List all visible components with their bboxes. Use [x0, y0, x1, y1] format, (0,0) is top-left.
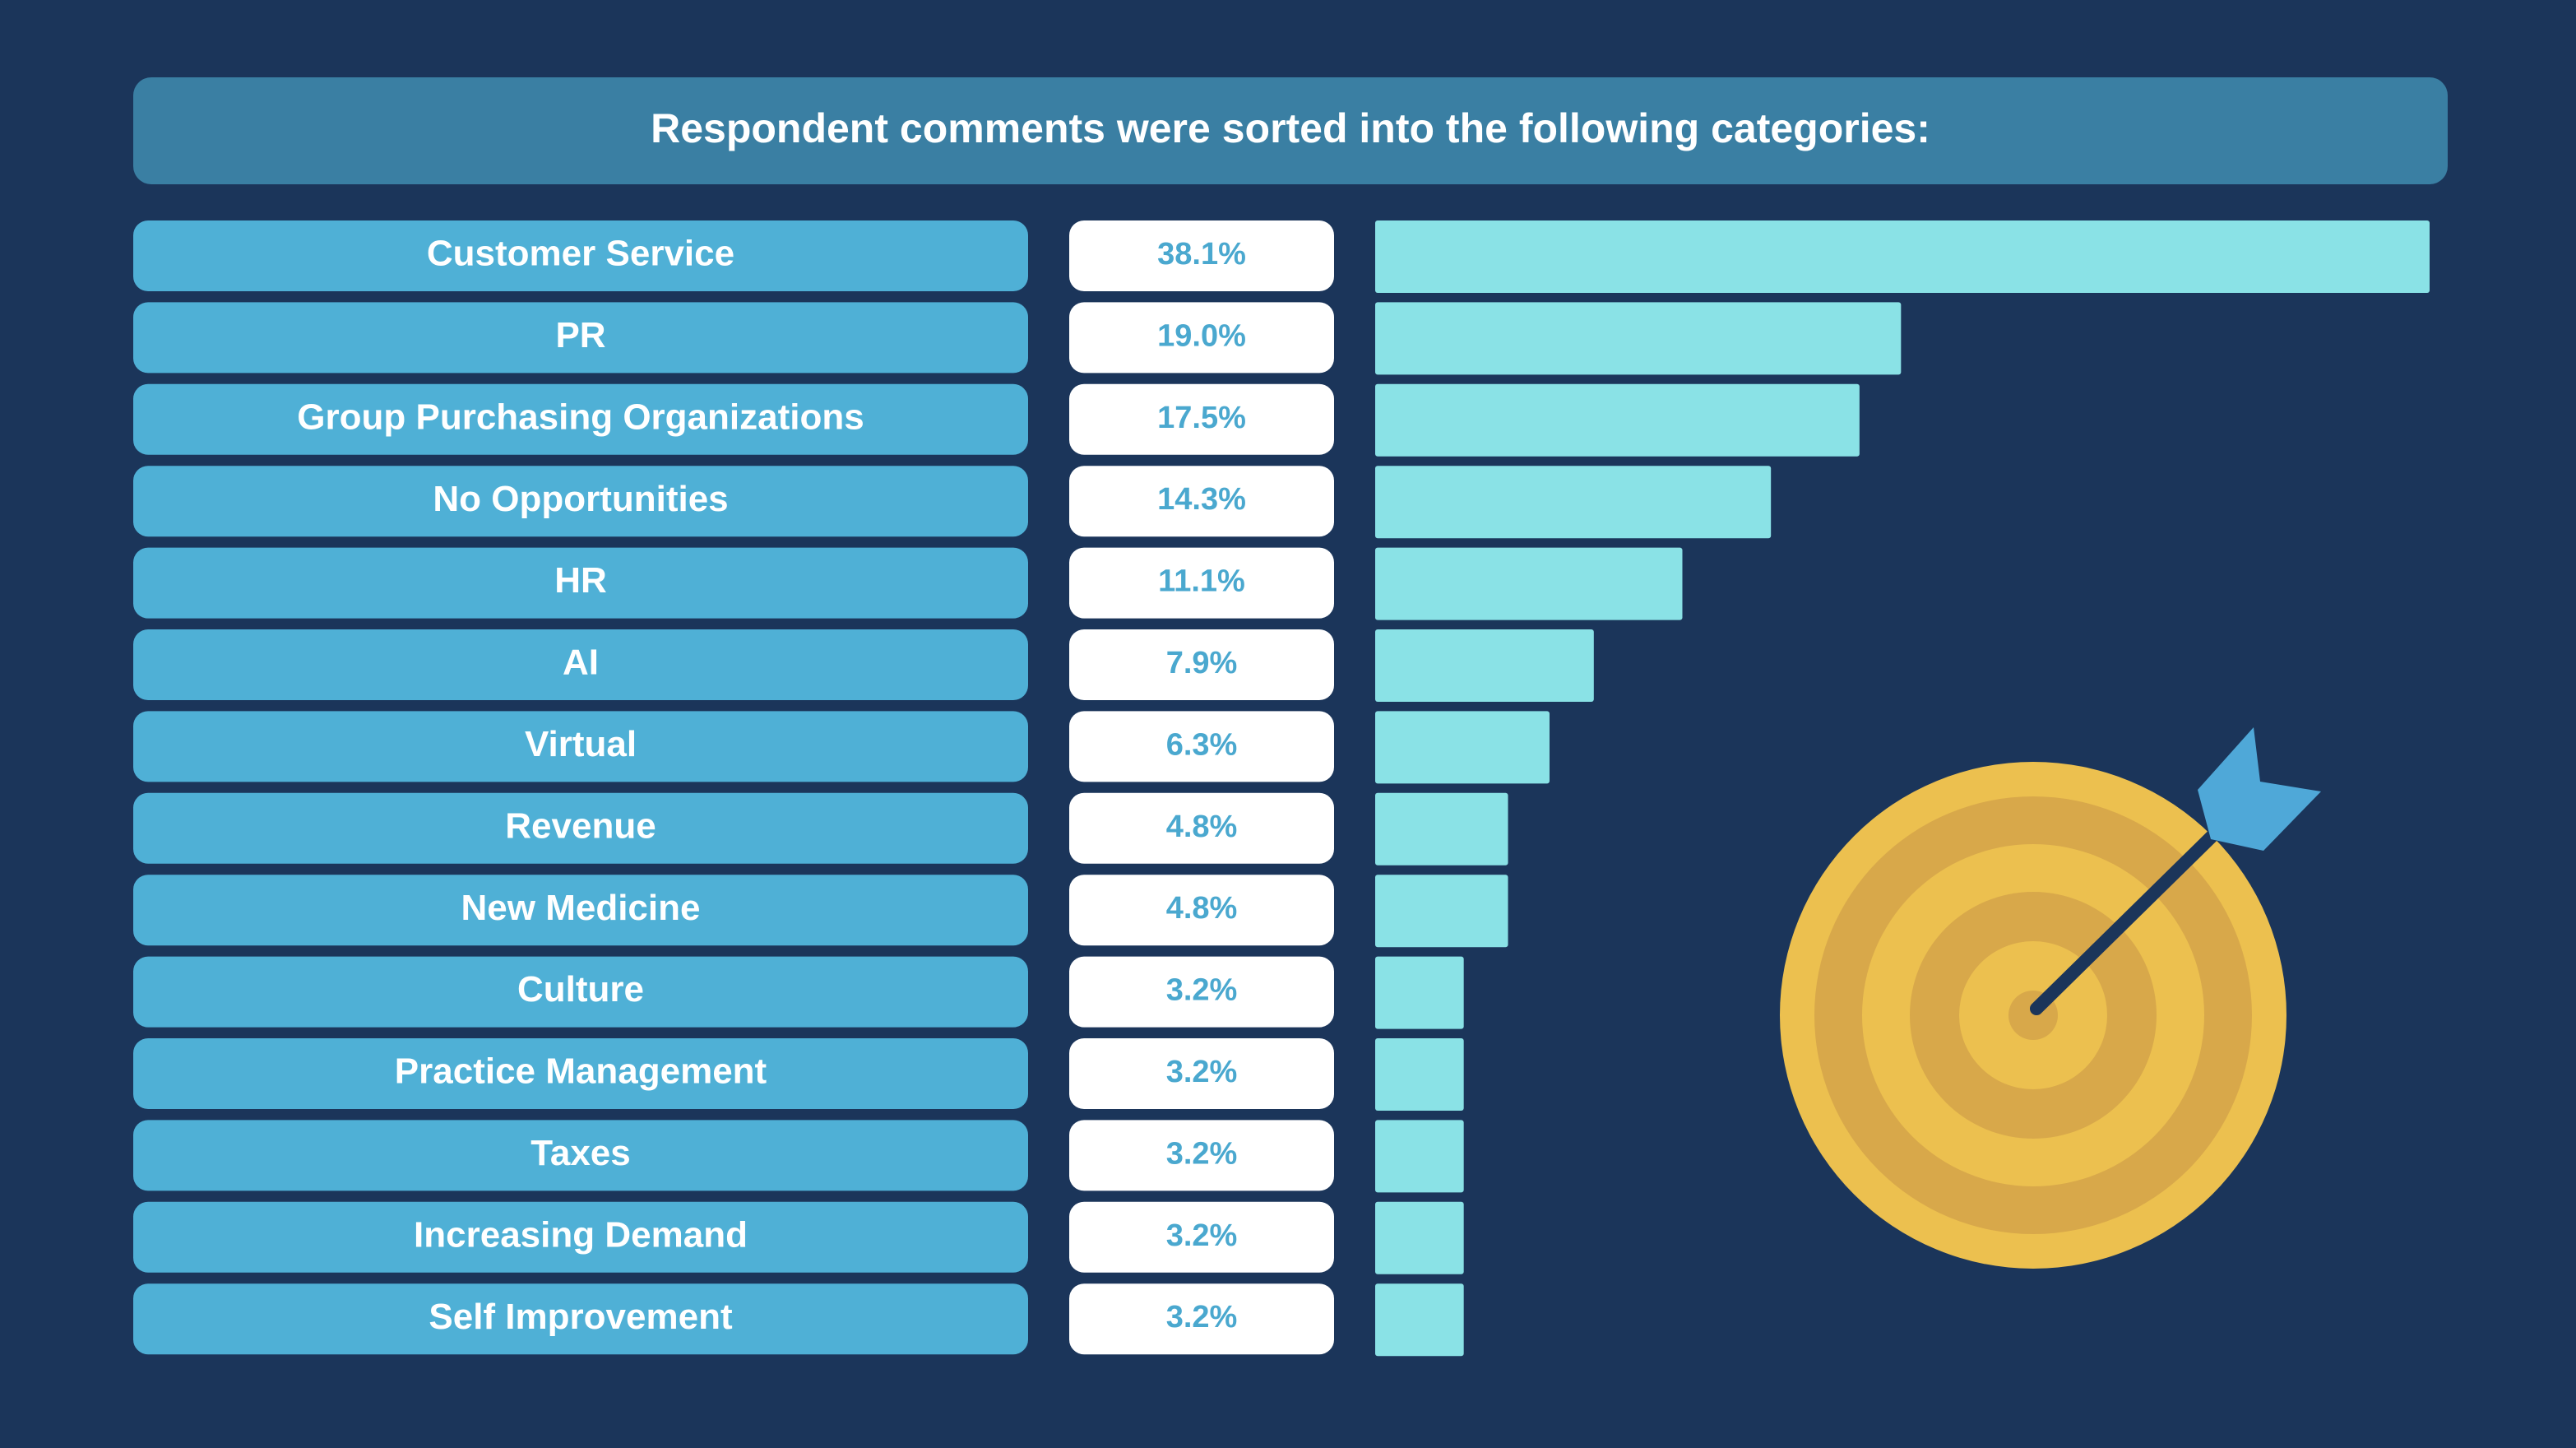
- value-label: 6.3%: [1166, 727, 1238, 762]
- category-label: AI: [563, 643, 599, 683]
- value-box: [1069, 547, 1334, 619]
- category-label: Revenue: [505, 805, 656, 846]
- category-box: [133, 1201, 1028, 1273]
- value-label: 17.5%: [1157, 401, 1246, 435]
- value-label: 4.8%: [1166, 810, 1238, 844]
- value-box: [1069, 956, 1334, 1028]
- category-label: Self Improvement: [429, 1297, 733, 1337]
- value-box: [1069, 629, 1334, 700]
- value-box: [1069, 1120, 1334, 1191]
- value-box: [1069, 875, 1334, 946]
- category-label: Group Purchasing Organizations: [297, 397, 864, 437]
- value-label: 3.2%: [1166, 1218, 1238, 1253]
- category-box: [133, 220, 1028, 291]
- value-label: 11.1%: [1158, 564, 1245, 599]
- value-box: [1069, 1201, 1334, 1273]
- bar: [1375, 792, 1508, 866]
- value-label: 19.0%: [1157, 318, 1246, 353]
- category-label: Culture: [517, 969, 644, 1009]
- bar: [1375, 466, 1772, 539]
- category-box: [133, 1120, 1028, 1191]
- bar: [1375, 1038, 1464, 1111]
- bar: [1375, 711, 1550, 784]
- value-box: [1069, 1283, 1334, 1355]
- bar: [1375, 629, 1594, 702]
- category-label: Increasing Demand: [414, 1214, 748, 1255]
- bar: [1375, 1283, 1464, 1357]
- value-box: [1069, 302, 1334, 374]
- category-label: HR: [554, 560, 607, 601]
- value-box: [1069, 466, 1334, 537]
- category-label: Practice Management: [395, 1051, 767, 1092]
- bar: [1375, 956, 1464, 1029]
- value-box: [1069, 383, 1334, 455]
- category-box: [133, 466, 1028, 537]
- target-icon: [1780, 727, 2321, 1269]
- value-label: 7.9%: [1166, 646, 1238, 680]
- value-box: [1069, 1038, 1334, 1109]
- arrow-shaft: [2030, 821, 2227, 1015]
- arrow-fletching: [2198, 727, 2321, 851]
- title-banner: [133, 77, 2448, 184]
- bar: [1375, 302, 1902, 375]
- category-box: [133, 792, 1028, 864]
- category-box: [133, 302, 1028, 374]
- category-label: Customer Service: [427, 234, 734, 274]
- category-label: No Opportunities: [433, 479, 728, 519]
- value-box: [1069, 792, 1334, 864]
- value-label: 3.2%: [1166, 1136, 1238, 1171]
- bar: [1375, 1120, 1464, 1193]
- category-label: PR: [555, 315, 605, 355]
- value-label: 3.2%: [1166, 973, 1238, 1008]
- value-label: 38.1%: [1157, 237, 1246, 272]
- value-label: 4.8%: [1166, 891, 1238, 926]
- category-box: [133, 956, 1028, 1028]
- bar: [1375, 1201, 1464, 1274]
- bar: [1375, 220, 2430, 293]
- chart-title: Respondent comments were sorted into the…: [651, 105, 1930, 151]
- value-label: 3.2%: [1166, 1300, 1238, 1334]
- value-box: [1069, 711, 1334, 782]
- bar: [1375, 875, 1508, 948]
- category-label: Virtual: [525, 724, 637, 764]
- category-box: [133, 547, 1028, 619]
- category-box: [133, 383, 1028, 455]
- category-label: Taxes: [530, 1133, 631, 1173]
- category-box: [133, 711, 1028, 782]
- value-label: 14.3%: [1157, 482, 1246, 517]
- category-box: [133, 1038, 1028, 1109]
- value-box: [1069, 220, 1334, 291]
- bar: [1375, 547, 1683, 620]
- category-box: [133, 875, 1028, 946]
- value-label: 3.2%: [1166, 1055, 1238, 1089]
- bar: [1375, 383, 1860, 457]
- category-box: [133, 1283, 1028, 1355]
- category-label: New Medicine: [461, 888, 701, 928]
- category-box: [133, 629, 1028, 700]
